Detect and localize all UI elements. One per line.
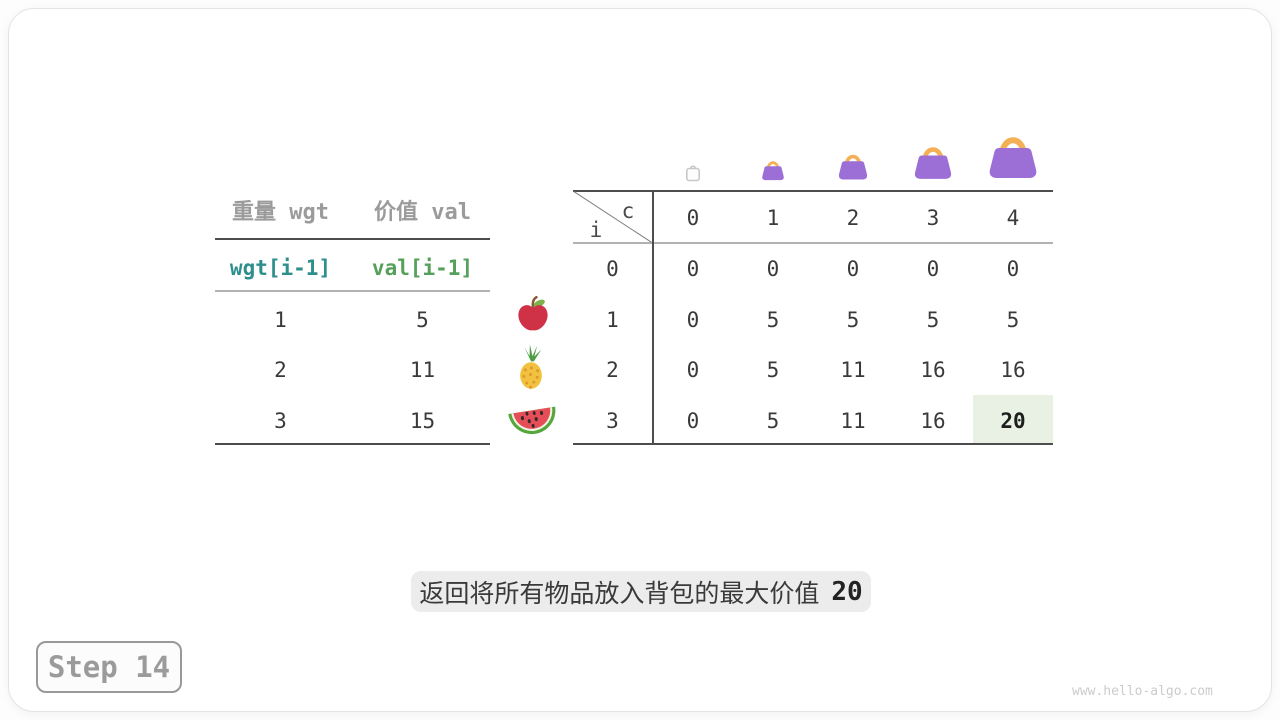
left-table-header-weight: 重量 wgt <box>232 200 329 225</box>
dp-cell-0-2: 0 <box>846 257 860 281</box>
dp-table-rule-vertical <box>652 191 654 445</box>
dp-cell-2-3: 16 <box>920 358 946 382</box>
dp-cell-1-1: 5 <box>766 308 780 332</box>
dp-cell-2-1: 5 <box>766 358 780 382</box>
dp-cell-3-1: 5 <box>766 409 780 433</box>
highlighted-result-cell-bg <box>973 395 1053 443</box>
item2-value: 11 <box>409 358 436 382</box>
dp-table-rule-top <box>573 190 1053 192</box>
bag-icon-capacity-4 <box>985 128 1041 182</box>
dp-cell-2-4: 16 <box>1000 358 1026 382</box>
dp-table-rule-bottom <box>573 443 1053 445</box>
dp-row-header-3: 3 <box>606 409 619 433</box>
watermark: www.hello-algo.com <box>1072 684 1213 699</box>
dp-row-header-1: 1 <box>606 308 619 332</box>
caption-value: 20 <box>831 576 863 607</box>
bag-outline-icon <box>684 161 702 182</box>
item3-value: 15 <box>409 409 436 433</box>
dp-cell-1-3: 5 <box>926 308 940 332</box>
dp-cell-3-2: 11 <box>840 409 866 433</box>
dp-row-header-2: 2 <box>606 358 619 382</box>
dp-cell-1-4: 5 <box>1006 308 1020 332</box>
left-table-header-value: 价值 val <box>374 200 471 225</box>
caption-text: 返回将所有物品放入背包的最大价值 <box>419 578 820 608</box>
bag-icon-capacity-3 <box>911 140 955 182</box>
dp-col-header-2: 2 <box>846 206 860 230</box>
item3-weight: 3 <box>274 409 287 433</box>
dp-cell-3-3: 16 <box>920 409 946 433</box>
item2-weight: 2 <box>274 358 287 382</box>
dp-cell-0-0: 0 <box>686 257 700 281</box>
apple-icon <box>516 296 550 333</box>
bag-icon-capacity-1 <box>760 157 786 182</box>
code-val-expression: val[i-1] <box>371 256 474 280</box>
dp-col-header-3: 3 <box>926 206 940 230</box>
dp-col-header-4: 4 <box>1006 206 1020 230</box>
dp-col-header-1: 1 <box>766 206 780 230</box>
dp-cell-1-0: 0 <box>686 308 700 332</box>
dp-row-header-0: 0 <box>606 257 619 281</box>
dp-cell-1-2: 5 <box>846 308 860 332</box>
left-table-rule-mid <box>215 290 490 292</box>
dp-cell-3-4-highlighted: 20 <box>1000 409 1026 433</box>
code-wgt-expression: wgt[i-1] <box>229 256 332 280</box>
dp-table-rule-header <box>573 242 1053 244</box>
item1-value: 5 <box>416 308 429 332</box>
left-table-rule-bottom <box>215 443 490 445</box>
dp-col-header-0: 0 <box>686 206 700 230</box>
left-table-rule-top <box>215 238 490 240</box>
corner-label-capacity: c <box>621 199 635 223</box>
dp-cell-0-1: 0 <box>766 257 780 281</box>
item1-weight: 1 <box>274 308 287 332</box>
dp-cell-0-3: 0 <box>926 257 940 281</box>
step-badge: Step 14 <box>36 641 182 693</box>
step-badge-label: Step 14 <box>47 650 171 684</box>
pineapple-icon <box>514 344 548 390</box>
dp-cell-2-2: 11 <box>840 358 866 382</box>
corner-label-item: i <box>589 218 603 242</box>
dp-cell-0-4: 0 <box>1006 257 1020 281</box>
bag-icon-capacity-2 <box>836 149 870 182</box>
dp-cell-3-0: 0 <box>686 409 700 433</box>
caption-box: 返回将所有物品放入背包的最大价值 20 <box>411 571 871 612</box>
dp-cell-2-0: 0 <box>686 358 700 382</box>
